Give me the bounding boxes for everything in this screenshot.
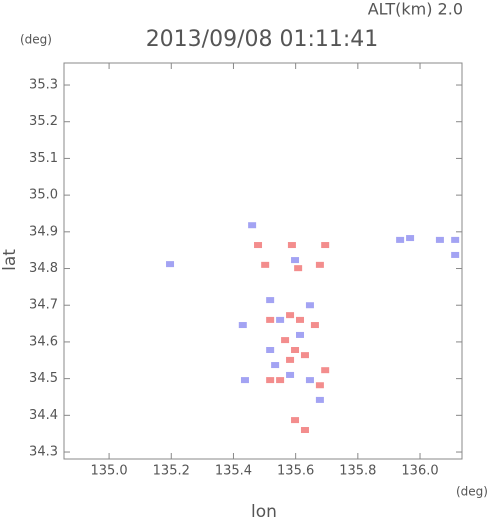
echo-cell (315, 382, 324, 389)
echo-cell (238, 322, 247, 329)
echo-cell (286, 312, 295, 319)
echo-cell (291, 346, 300, 353)
echo-cell (166, 261, 175, 268)
echo-cell (315, 396, 324, 403)
echo-cell (266, 297, 275, 304)
echo-cell (296, 316, 305, 323)
echo-cell (396, 236, 405, 243)
echo-cell (321, 242, 330, 249)
echo-cell (315, 261, 324, 268)
y-tick-label: 34.5 (29, 371, 58, 386)
y-tick-label: 34.4 (29, 408, 58, 423)
y-tick-label: 34.7 (29, 298, 58, 313)
echo-cell (291, 417, 300, 424)
echo-cell (305, 377, 314, 384)
echo-cell (451, 236, 460, 243)
echo-cell (321, 367, 330, 374)
echo-cell (240, 377, 249, 384)
echo-cell (305, 302, 314, 309)
x-tick-label: 135.8 (339, 464, 376, 479)
x-tick-label: 135.0 (90, 464, 127, 479)
y-tick-label: 35.3 (29, 78, 58, 93)
plot-frame (63, 62, 463, 460)
echo-cell (254, 242, 263, 249)
echo-cell (276, 377, 285, 384)
echo-cell (281, 337, 290, 344)
y-tick-label: 34.9 (29, 224, 58, 239)
y-tick-label: 35.2 (29, 114, 58, 129)
x-tick-label: 136.0 (401, 464, 438, 479)
echo-cell (287, 242, 296, 249)
y-tick-label: 34.6 (29, 334, 58, 349)
echo-cell (300, 352, 309, 359)
echo-cell (271, 362, 280, 369)
echo-cell (266, 377, 275, 384)
echo-cell (261, 261, 270, 268)
x-tick-label: 135.4 (215, 464, 252, 479)
x-tick-label: 135.2 (153, 464, 190, 479)
echo-cell (276, 316, 285, 323)
echo-cell (286, 371, 295, 378)
y-tick-label: 34.8 (29, 261, 58, 276)
echo-cell (266, 316, 275, 323)
echo-cell (286, 356, 295, 363)
y-tick-label: 35.0 (29, 188, 58, 203)
echo-cell (300, 427, 309, 434)
echo-cell (294, 265, 303, 272)
x-tick-label: 135.6 (277, 464, 314, 479)
subtitle: ALT(km) 2.0 (368, 0, 463, 19)
echo-cell (266, 346, 275, 353)
echo-cell (451, 251, 460, 258)
echo-cell (435, 236, 444, 243)
y-unit: (deg) (20, 33, 52, 47)
y-axis-label: lat (0, 249, 20, 271)
x-unit: (deg) (456, 485, 488, 499)
x-axis-label: lon (251, 502, 277, 521)
echo-cell (296, 331, 305, 338)
echo-cell (291, 257, 300, 264)
echo-cell (406, 235, 415, 242)
echo-cell (310, 322, 319, 329)
chart-title: 2013/09/08 01:11:41 (146, 27, 379, 52)
y-tick-label: 35.1 (29, 151, 58, 166)
echo-cell (248, 222, 257, 229)
y-tick-label: 34.3 (29, 445, 58, 460)
